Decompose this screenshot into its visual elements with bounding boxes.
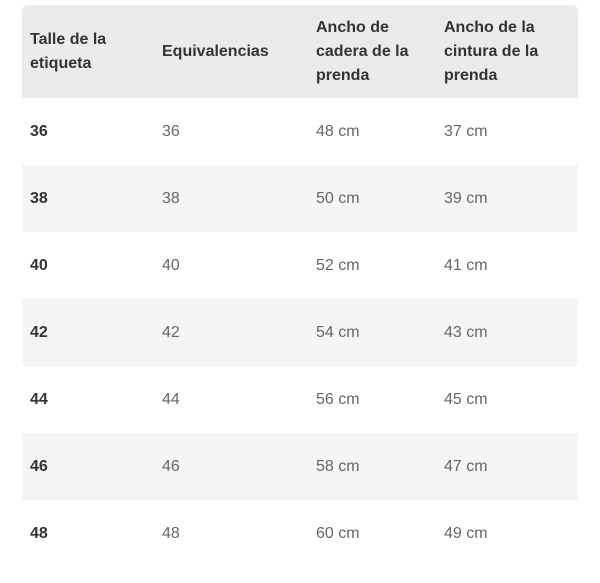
waist-width-cell: 45 cm	[444, 390, 488, 408]
hip-width-cell: 50 cm	[316, 189, 360, 207]
table-row: 38 38 50 cm 39 cm	[22, 165, 578, 232]
table-row: 40 40 52 cm 41 cm	[22, 232, 578, 299]
size-cell: 48	[30, 524, 48, 542]
equivalence-cell: 40	[162, 256, 180, 274]
column-header-hip-width: Ancho de cadera de la prenda	[316, 18, 409, 84]
table-row: 36 36 48 cm 37 cm	[22, 98, 578, 165]
hip-width-cell: 58 cm	[316, 457, 360, 475]
size-cell: 38	[30, 189, 48, 207]
waist-width-cell: 49 cm	[444, 524, 488, 542]
equivalence-cell: 36	[162, 122, 180, 140]
size-cell: 36	[30, 122, 48, 140]
size-cell: 44	[30, 390, 48, 408]
equivalence-cell: 48	[162, 524, 180, 542]
hip-width-cell: 56 cm	[316, 390, 360, 408]
table-row: 42 42 54 cm 43 cm	[22, 299, 578, 366]
table-row: 46 46 58 cm 47 cm	[22, 433, 578, 500]
table-row: 44 44 56 cm 45 cm	[22, 366, 578, 433]
waist-width-cell: 47 cm	[444, 457, 488, 475]
table-row: 48 48 60 cm 49 cm	[22, 500, 578, 567]
equivalence-cell: 44	[162, 390, 180, 408]
hip-width-cell: 52 cm	[316, 256, 360, 274]
equivalence-cell: 42	[162, 323, 180, 341]
table-header-row: Talle de la etiqueta Equivalencias Ancho…	[22, 5, 578, 98]
waist-width-cell: 39 cm	[444, 189, 488, 207]
size-cell: 46	[30, 457, 48, 475]
hip-width-cell: 60 cm	[316, 524, 360, 542]
column-header-equivalences: Equivalencias	[162, 42, 269, 60]
hip-width-cell: 48 cm	[316, 122, 360, 140]
equivalence-cell: 38	[162, 189, 180, 207]
size-chart-table: Talle de la etiqueta Equivalencias Ancho…	[22, 5, 578, 567]
waist-width-cell: 41 cm	[444, 256, 488, 274]
size-cell: 42	[30, 323, 48, 341]
equivalence-cell: 46	[162, 457, 180, 475]
hip-width-cell: 54 cm	[316, 323, 360, 341]
column-header-waist-width: Ancho de la cintura de la prenda	[444, 18, 539, 84]
column-header-label-size: Talle de la etiqueta	[30, 30, 107, 72]
size-cell: 40	[30, 256, 48, 274]
waist-width-cell: 43 cm	[444, 323, 488, 341]
waist-width-cell: 37 cm	[444, 122, 488, 140]
